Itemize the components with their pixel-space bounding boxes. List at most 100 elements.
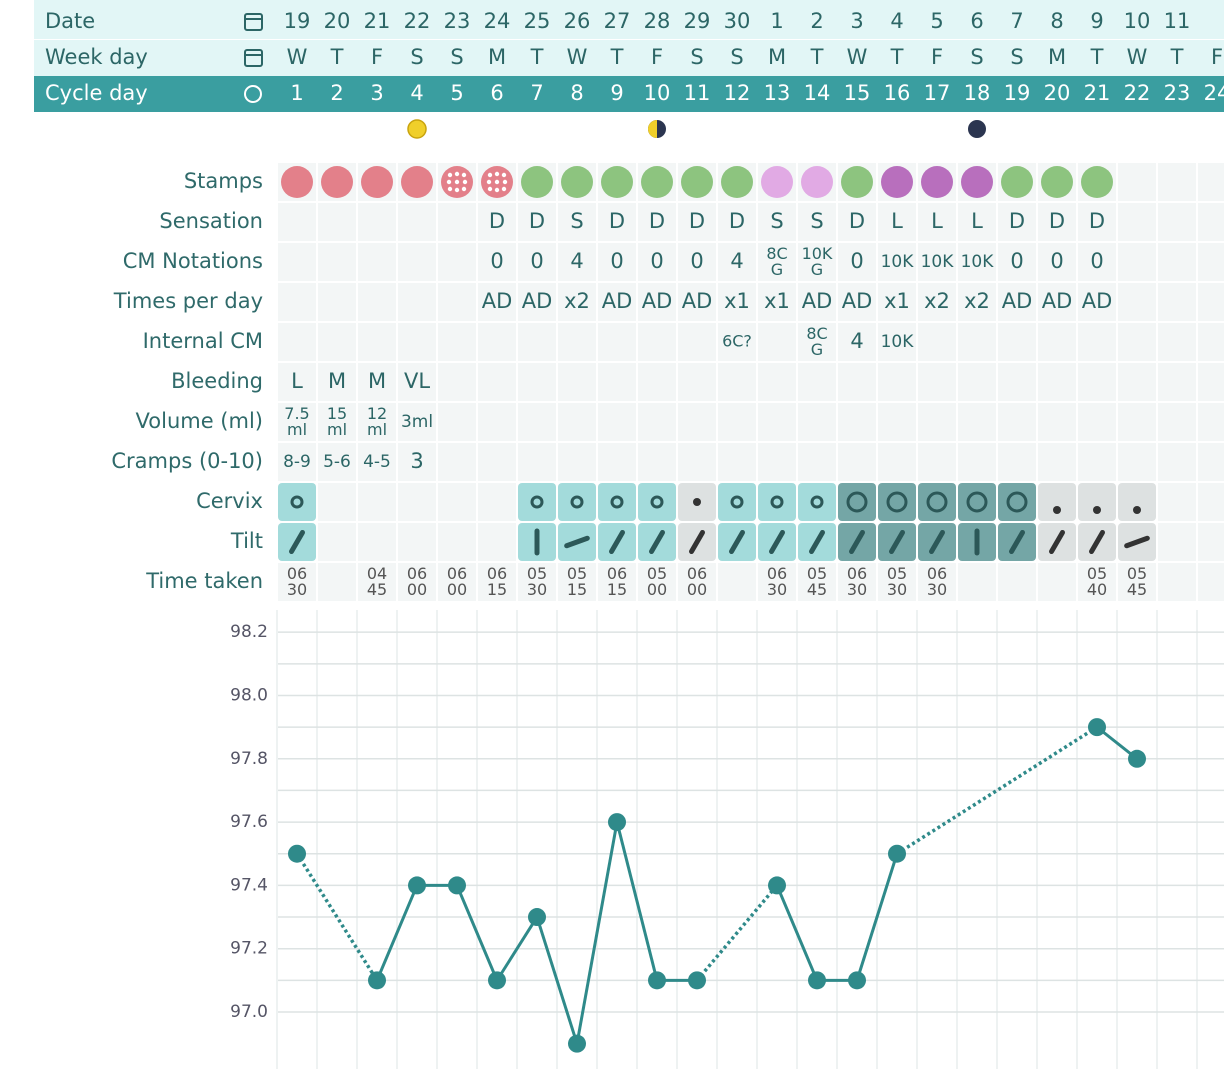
cell-text: 04 45 bbox=[367, 564, 387, 599]
date: 23 bbox=[444, 9, 471, 33]
calendar-icon bbox=[244, 13, 263, 67]
cell-text: 05 40 bbox=[1087, 564, 1107, 599]
cell bbox=[878, 243, 916, 281]
stamp bbox=[401, 166, 433, 198]
temp-point bbox=[408, 876, 426, 895]
temp-point bbox=[568, 1034, 586, 1053]
cell bbox=[998, 363, 1036, 401]
cell bbox=[758, 403, 796, 441]
y-tick-label: 98.0 bbox=[230, 685, 268, 705]
cell bbox=[478, 403, 516, 441]
cell bbox=[1118, 243, 1156, 281]
temp-point bbox=[688, 971, 706, 990]
stamp-dot bbox=[487, 186, 493, 192]
cell bbox=[878, 443, 916, 481]
stamp bbox=[321, 166, 353, 198]
cell bbox=[918, 563, 956, 601]
temp-point bbox=[528, 908, 546, 927]
cell bbox=[278, 323, 316, 361]
cervix-icon bbox=[1133, 506, 1141, 514]
cell bbox=[1158, 523, 1196, 561]
date: 24 bbox=[484, 9, 511, 33]
date-row-bg bbox=[34, 0, 1224, 39]
cell bbox=[278, 363, 316, 401]
cell bbox=[1198, 203, 1224, 241]
stamp-dot bbox=[501, 186, 507, 192]
date-label: Date bbox=[45, 9, 95, 33]
cell-text: 06 00 bbox=[447, 564, 467, 599]
cell-line: 30 bbox=[527, 580, 547, 599]
cell bbox=[1038, 203, 1076, 241]
cell-text: D bbox=[489, 209, 505, 233]
cell-line: 8C bbox=[806, 324, 827, 343]
cell bbox=[518, 443, 556, 481]
date: 6 bbox=[970, 9, 983, 33]
cell bbox=[718, 563, 756, 601]
cell bbox=[678, 203, 716, 241]
weekday: W bbox=[1127, 45, 1148, 69]
cell-text: AD bbox=[1042, 289, 1073, 313]
cell bbox=[1158, 483, 1196, 521]
row-label: Bleeding bbox=[171, 369, 263, 393]
weekday: F bbox=[931, 45, 943, 69]
weekday: W bbox=[287, 45, 308, 69]
cell-line: 06 bbox=[287, 564, 307, 583]
cell-text: 3ml bbox=[401, 412, 433, 432]
cell bbox=[438, 243, 476, 281]
cell-line: 06 bbox=[447, 564, 467, 583]
stamp bbox=[1041, 166, 1073, 198]
cell bbox=[398, 323, 436, 361]
weekday: T bbox=[810, 45, 824, 69]
cell-text: 7.5 ml bbox=[284, 404, 309, 439]
temp-point bbox=[1088, 718, 1106, 737]
temp-point bbox=[288, 844, 306, 863]
cell bbox=[518, 243, 556, 281]
date: 5 bbox=[930, 9, 943, 33]
dotted-segment bbox=[295, 852, 379, 982]
cell bbox=[758, 243, 796, 281]
cell-line: 00 bbox=[647, 580, 667, 599]
line-segment bbox=[775, 884, 819, 981]
cell bbox=[438, 563, 476, 601]
cervix-icon bbox=[650, 495, 664, 509]
cell-text: M bbox=[368, 369, 386, 393]
cell-text: L bbox=[291, 369, 303, 393]
tilt-icon bbox=[289, 529, 305, 555]
cell-line: 30 bbox=[927, 580, 947, 599]
cycle-icon bbox=[244, 85, 262, 103]
cell bbox=[638, 323, 676, 361]
cycle-day: 7 bbox=[530, 81, 543, 105]
cycle-day: 9 bbox=[610, 81, 623, 105]
row-label: CM Notations bbox=[123, 249, 263, 273]
cell bbox=[278, 563, 316, 601]
cell-line: 06 bbox=[407, 564, 427, 583]
cell-line: 30 bbox=[847, 580, 867, 599]
cell bbox=[998, 283, 1036, 321]
cell-text: 05 45 bbox=[1127, 564, 1147, 599]
temp-point bbox=[768, 876, 786, 895]
temp-point bbox=[608, 813, 626, 832]
line-segment bbox=[375, 884, 419, 981]
y-tick-label: 97.2 bbox=[230, 939, 268, 959]
cell bbox=[558, 483, 596, 521]
cell bbox=[558, 243, 596, 281]
cycle-day: 15 bbox=[844, 81, 871, 105]
cervix-icon bbox=[886, 491, 908, 513]
cell bbox=[478, 243, 516, 281]
half-moon-icon bbox=[648, 120, 666, 138]
cell-line: G bbox=[811, 340, 823, 359]
cell bbox=[638, 243, 676, 281]
cell-text: 10K G bbox=[802, 244, 833, 279]
cell-text: 05 45 bbox=[807, 564, 827, 599]
stamp bbox=[641, 166, 673, 198]
cell bbox=[918, 483, 956, 521]
cell bbox=[1078, 483, 1116, 521]
y-tick-label: 97.6 bbox=[230, 812, 268, 832]
cell bbox=[838, 323, 876, 361]
weekday: W bbox=[567, 45, 588, 69]
cell bbox=[318, 403, 356, 441]
cervix-icon bbox=[530, 495, 544, 509]
cell-text: 4-5 bbox=[363, 452, 391, 472]
cell-line: 04 bbox=[367, 564, 387, 583]
tilt-icon bbox=[769, 529, 785, 555]
